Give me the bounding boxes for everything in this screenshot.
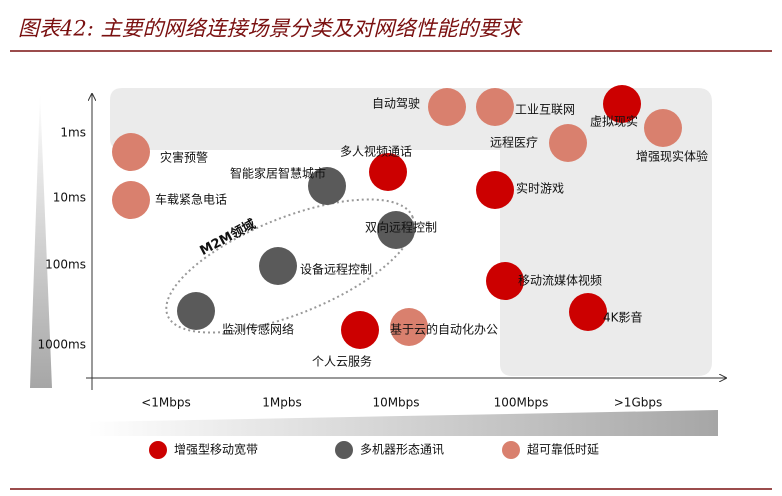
- scenario-label: 双向远程控制: [365, 220, 437, 235]
- scenario-bubble: [369, 153, 407, 191]
- scenario-label: 虚拟现实: [590, 114, 638, 129]
- scenario-label: 灾害预警: [160, 150, 208, 165]
- x-axis-label: 10Mbps: [372, 396, 419, 410]
- scenario-bubble: [549, 124, 587, 162]
- legend-swatch: [149, 441, 167, 459]
- scenario-bubble: [112, 133, 150, 171]
- x-axis-label: 100Mbps: [494, 396, 549, 410]
- scenario-bubble: [428, 88, 466, 126]
- scenario-bubble: [569, 293, 607, 331]
- scenario-label: 自动驾驶: [372, 96, 420, 111]
- y-axis-label: 1000ms: [38, 338, 86, 352]
- legend-swatch: [335, 441, 353, 459]
- scenario-label: 工业互联网: [515, 103, 575, 117]
- scenario-label: 移动流媒体视频: [518, 273, 602, 288]
- x-axis-label: 1Mpbs: [262, 396, 301, 410]
- scenario-label: 多人视频通话: [340, 144, 412, 159]
- legend-label: 超可靠低时延: [527, 442, 599, 457]
- region-label: M2M领域: [197, 216, 258, 259]
- scenario-label: 远程医疗: [490, 135, 538, 150]
- scenario-label: 智能家居智慧城市: [230, 166, 326, 181]
- latency-wedge: [30, 92, 52, 388]
- scenario-bubble: [308, 167, 346, 205]
- scenario-label: 增强现实体验: [636, 149, 708, 164]
- y-axis-label: 10ms: [53, 191, 86, 205]
- bandwidth-wedge: [88, 410, 718, 436]
- scenario-bubble: [177, 292, 215, 330]
- scenario-bubble: [476, 171, 514, 209]
- x-axis-label: >1Gbps: [614, 396, 662, 410]
- scenario-label: 监测传感网络: [222, 322, 294, 337]
- scenario-label: 个人云服务: [312, 354, 372, 369]
- legend-label: 多机器形态通讯: [360, 443, 444, 457]
- scenario-label: 车载紧急电话: [155, 192, 227, 207]
- y-axis-label: 1ms: [60, 126, 86, 140]
- scenario-bubble: [486, 262, 524, 300]
- scenario-bubble: [112, 181, 150, 219]
- scenario-bubble: [259, 247, 297, 285]
- scenario-bubble: [476, 88, 514, 126]
- scenario-label: 4K影音: [603, 310, 643, 325]
- scenario-bubble: [603, 85, 641, 123]
- legend-label: 增强型移动宽带: [174, 442, 258, 457]
- scenario-label: 设备远程控制: [300, 262, 372, 277]
- scenario-bubble: [390, 308, 428, 346]
- scenario-bubble: [377, 211, 415, 249]
- scenario-label: 基于云的自动化办公: [390, 322, 498, 337]
- m2m-region: [165, 198, 415, 334]
- scenario-label: 实时游戏: [516, 181, 564, 196]
- y-axis-label: 100ms: [45, 258, 86, 272]
- x-axis-label: <1Mbps: [141, 396, 191, 410]
- legend-swatch: [502, 441, 520, 459]
- title: 图表42: 主要的网络连接场景分类及对网络性能的要求: [18, 17, 523, 41]
- scenario-bubble: [341, 311, 379, 349]
- scenario-bubble: [644, 109, 682, 147]
